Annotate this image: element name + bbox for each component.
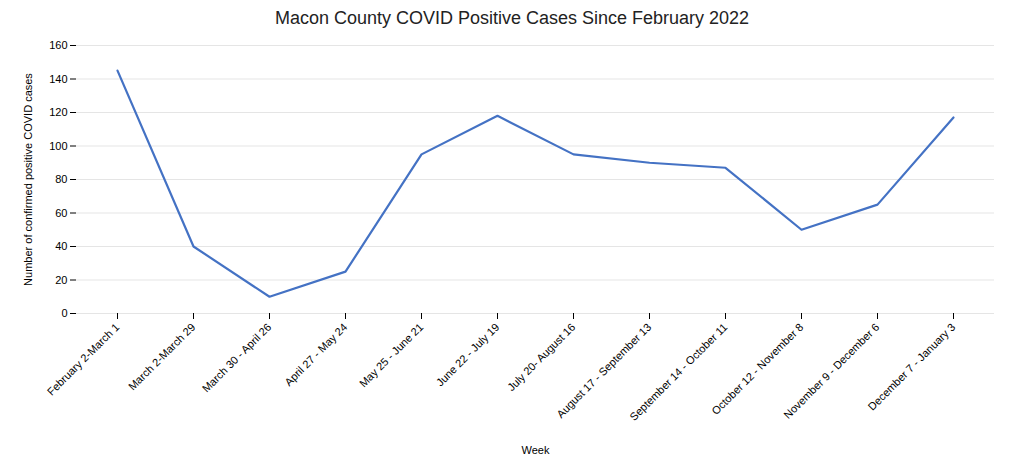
svg-text:Week: Week [522, 444, 550, 456]
svg-text:40: 40 [55, 240, 67, 252]
svg-text:May 25 - June 21: May 25 - June 21 [357, 321, 426, 390]
html-text:Macon County COVID Positive Ca: Macon County COVID Positive Cases Since … [274, 8, 750, 28]
svg-text:0: 0 [61, 307, 67, 319]
svg-text:November 9 - December 6: November 9 - December 6 [781, 320, 882, 421]
svg-text:160: 160 [49, 39, 67, 51]
svg-text:20: 20 [55, 274, 67, 286]
svg-text:August 17 - September 13: August 17 - September 13 [554, 320, 654, 420]
svg-text:80: 80 [55, 173, 67, 185]
svg-text:April 27 - May 24: April 27 - May 24 [282, 321, 349, 388]
svg-text:October 12 - November 8: October 12 - November 8 [709, 320, 806, 417]
svg-text:120: 120 [49, 106, 67, 118]
svg-text:September 14 - October 11: September 14 - October 11 [627, 320, 730, 423]
svg-text:June 22 - July 19: June 22 - July 19 [434, 321, 502, 389]
svg-text:100: 100 [49, 140, 67, 152]
svg-text:December 7 - January 3: December 7 - January 3 [865, 321, 957, 413]
svg-text:60: 60 [55, 207, 67, 219]
svg-text:March 2-March 29: March 2-March 29 [126, 321, 198, 393]
svg-text:Number of confirmed positive C: Number of confirmed positive COVID cases [22, 73, 34, 286]
svg-text:March 30 - April 26: March 30 - April 26 [200, 321, 274, 395]
svg-text:140: 140 [49, 73, 67, 85]
svg-text:July 20- August 16: July 20- August 16 [505, 321, 577, 393]
svg-text:February 2-March 1: February 2-March 1 [45, 321, 122, 398]
